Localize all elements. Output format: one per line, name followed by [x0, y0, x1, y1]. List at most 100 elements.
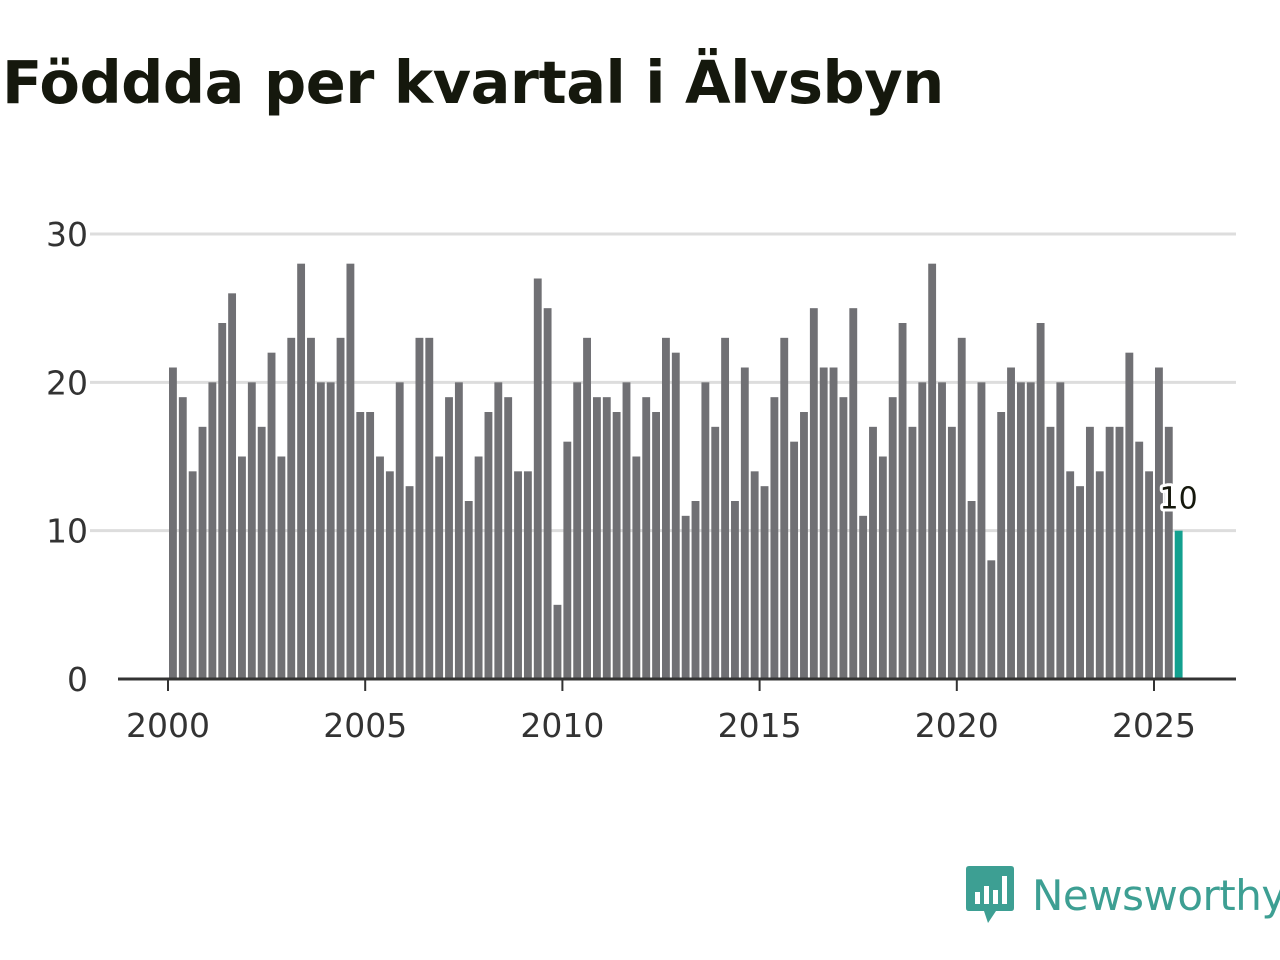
bar	[583, 337, 591, 679]
bar	[1145, 471, 1153, 679]
highlight-value-label: 10	[1160, 482, 1198, 517]
bar	[169, 367, 177, 679]
bar	[809, 308, 818, 679]
bar	[859, 515, 868, 679]
bar	[445, 397, 453, 679]
bar	[652, 412, 660, 679]
bar	[800, 412, 808, 679]
x-tick-label-2025: 2025	[1112, 706, 1196, 745]
bar	[888, 397, 897, 679]
bar	[740, 367, 749, 679]
bar	[770, 397, 779, 679]
bar	[612, 412, 621, 679]
bar	[711, 426, 720, 679]
newsworthy-logo: Newsworthy	[964, 864, 1280, 926]
bar	[1066, 471, 1075, 679]
bar	[602, 397, 611, 679]
bar	[277, 456, 286, 679]
bar	[760, 486, 769, 679]
bar	[691, 501, 700, 679]
newsworthy-logo-icon	[966, 866, 1014, 923]
bar	[1046, 426, 1055, 679]
x-tick-label-2020: 2020	[915, 706, 999, 745]
bar	[198, 426, 207, 679]
bar	[780, 337, 789, 679]
y-tick-label-0: 0	[67, 660, 88, 699]
bar	[928, 263, 937, 679]
bar	[869, 426, 877, 679]
y-tick-label-10: 10	[46, 512, 88, 551]
bar	[1164, 426, 1173, 679]
bar	[484, 412, 493, 679]
bar	[533, 278, 542, 679]
bar-chart: 0 10 20 30 2000 2005 2010 2015 2020 2025 10	[46, 215, 1236, 745]
bar	[553, 604, 562, 679]
x-tick-label-2005: 2005	[323, 706, 407, 745]
x-tick-label-2015: 2015	[718, 706, 802, 745]
bar	[395, 382, 404, 679]
bar	[464, 501, 473, 679]
bar	[731, 501, 739, 679]
bar	[208, 382, 217, 679]
bar	[238, 456, 246, 679]
bar	[671, 352, 680, 679]
x-tick-label-2010: 2010	[520, 706, 604, 745]
bar	[376, 456, 384, 679]
bar	[563, 441, 572, 679]
x-tick-label-2000: 2000	[126, 706, 210, 745]
bar	[1125, 352, 1134, 679]
bar	[474, 456, 483, 679]
bar	[721, 337, 730, 679]
y-tick-label-30: 30	[46, 215, 88, 254]
bar	[592, 397, 601, 679]
bar	[750, 471, 759, 679]
bar	[188, 471, 197, 679]
bar	[987, 560, 996, 679]
bar	[908, 426, 917, 679]
brand-name: Newsworthy	[1032, 870, 1280, 920]
bar	[297, 263, 306, 679]
bar	[287, 337, 296, 679]
bar	[356, 412, 365, 679]
bar	[316, 382, 325, 679]
bar	[257, 426, 266, 679]
bar	[898, 323, 907, 679]
bar	[1135, 441, 1144, 679]
bar	[1115, 426, 1124, 679]
bar	[435, 456, 444, 679]
bar	[178, 397, 187, 679]
bar-highlight	[1174, 530, 1183, 679]
bar	[523, 471, 532, 679]
bar	[494, 382, 503, 679]
bar	[573, 382, 582, 679]
bar	[642, 397, 651, 679]
bar	[701, 382, 710, 679]
bar	[504, 397, 513, 679]
bar	[1026, 382, 1035, 679]
bar	[326, 382, 335, 679]
bar	[1036, 323, 1045, 679]
bar	[1056, 382, 1065, 679]
bar	[307, 337, 315, 679]
bar	[543, 308, 552, 679]
bar	[622, 382, 631, 679]
bar	[829, 367, 838, 679]
bar	[662, 337, 670, 679]
bar	[997, 412, 1006, 679]
labels: 0 10 20 30 2000 2005 2010 2015 2020 2025 10	[46, 215, 1201, 745]
bar	[346, 263, 355, 679]
bar	[385, 471, 394, 679]
bar	[839, 397, 848, 679]
bar	[790, 441, 799, 679]
bar	[1085, 426, 1094, 679]
bar	[267, 352, 276, 679]
bar	[1007, 367, 1015, 679]
axes	[118, 677, 1236, 691]
bar	[415, 337, 424, 679]
y-tick-label-20: 20	[46, 363, 88, 402]
bar	[957, 337, 966, 679]
bar	[849, 308, 858, 679]
bar	[681, 515, 690, 679]
bar	[918, 382, 927, 679]
bar	[977, 382, 986, 679]
